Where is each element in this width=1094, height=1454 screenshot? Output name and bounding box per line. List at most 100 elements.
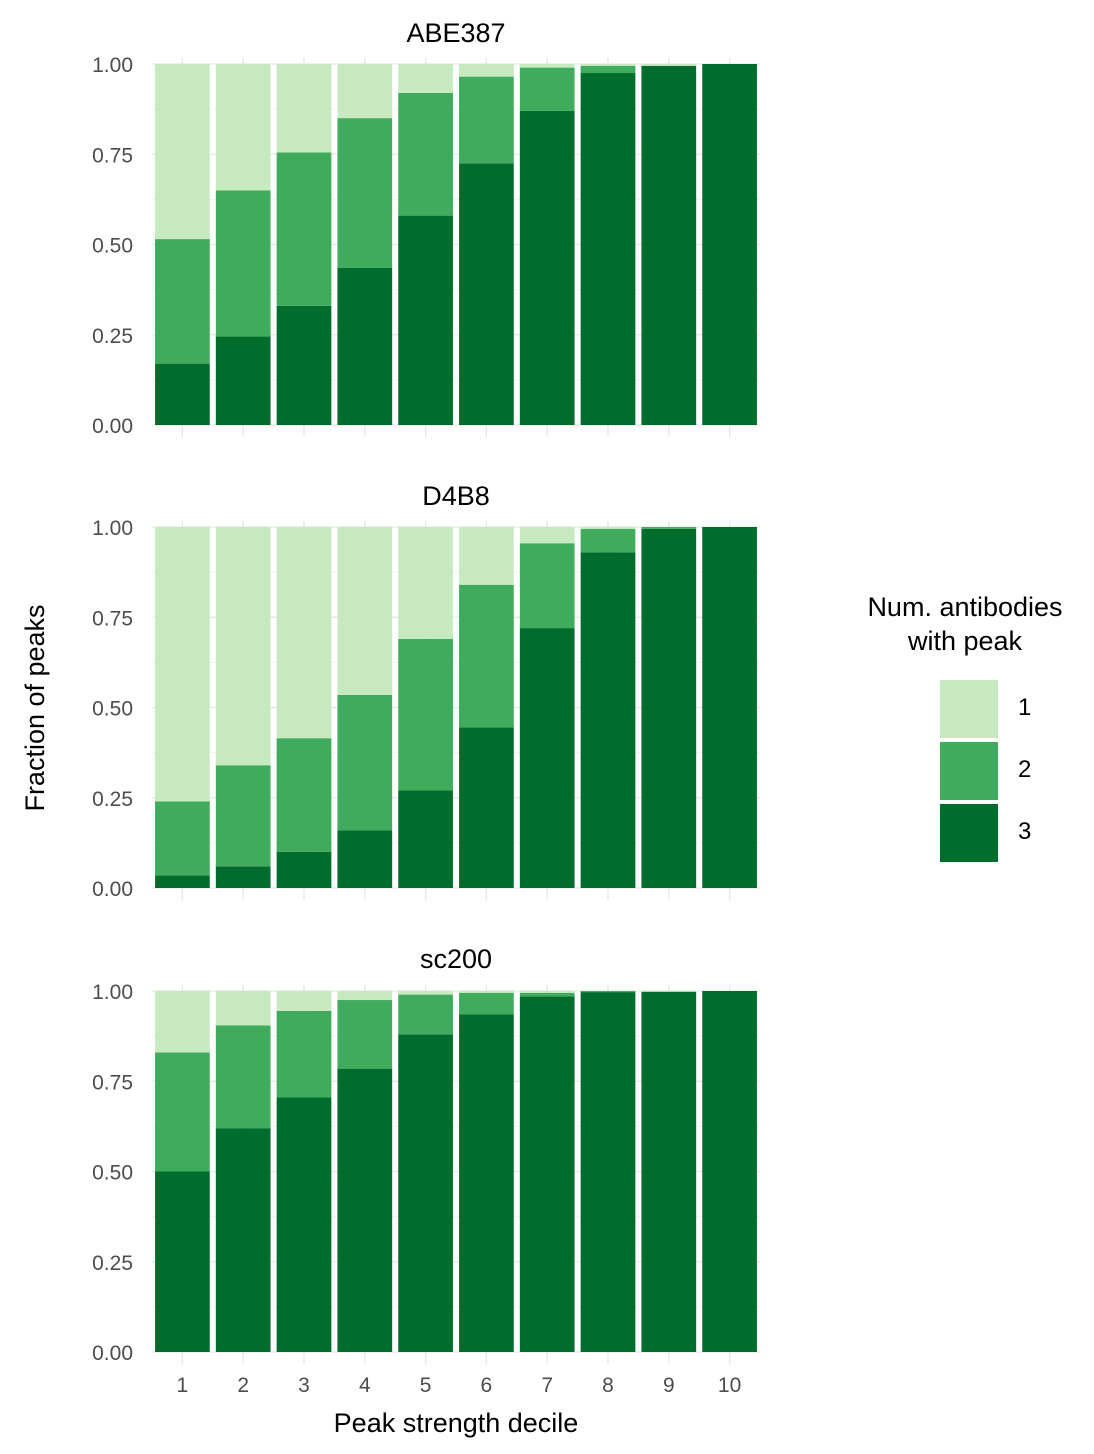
bar-segment [276, 1010, 332, 1098]
bar-segment [337, 1068, 393, 1352]
bar-segment [155, 527, 210, 802]
bar-segment [215, 527, 271, 766]
bar-segment [155, 239, 210, 364]
bar-segment [641, 527, 697, 529]
bar-segment [519, 996, 575, 1352]
bar-segment [398, 1034, 453, 1352]
bar-segment [459, 76, 514, 164]
bar-segment [155, 875, 210, 888]
bar-segment [337, 694, 393, 831]
bar-segment [580, 527, 636, 529]
y-tick-label: 0.00 [92, 1342, 133, 1365]
x-tick-label: 9 [663, 1374, 675, 1397]
bar-segment [459, 163, 514, 425]
legend-swatch-3 [940, 804, 998, 862]
x-tick-label: 8 [602, 1374, 614, 1397]
bar-segment [398, 527, 453, 639]
bar-segment [459, 992, 514, 1015]
bar-segment [215, 336, 271, 425]
bar-segment [519, 543, 575, 629]
x-tick-label: 7 [541, 1374, 553, 1397]
y-tick-label: 0.00 [92, 415, 133, 438]
bar-segment [580, 64, 636, 66]
bar-segment [580, 992, 636, 1352]
bar-segment [580, 65, 636, 74]
bar-segment [702, 64, 757, 425]
bar-segment [276, 305, 332, 425]
bar-segment [276, 64, 332, 153]
bar-segment [519, 527, 575, 544]
x-tick-label: 6 [481, 1374, 493, 1397]
bar-segment [276, 851, 332, 888]
x-tick-label: 5 [420, 1374, 432, 1397]
bar-segment [702, 991, 757, 1352]
bar-segment [459, 527, 514, 585]
legend-title-line-1: Num. antibodies [867, 592, 1063, 622]
bar-segment [155, 363, 210, 425]
bar-segment [519, 991, 575, 993]
y-axis-label: Fraction of peaks [20, 604, 50, 811]
bar-segment [337, 64, 393, 119]
y-tick-label: 1.00 [92, 517, 133, 540]
legend-title-line-2: with peak [907, 626, 1023, 656]
bar-segment [215, 1128, 271, 1352]
legend-label-1: 1 [1018, 694, 1032, 721]
bar-segment [519, 992, 575, 997]
legend-swatch-1 [940, 680, 998, 738]
y-tick-label: 0.75 [92, 607, 133, 630]
bar-segment [459, 64, 514, 77]
bar-segment [155, 64, 210, 240]
bar-segment [580, 73, 636, 426]
bar-segment [459, 584, 514, 728]
bar-segment [215, 866, 271, 888]
bar-segment [641, 65, 697, 426]
legend-label-2: 2 [1018, 756, 1032, 783]
x-tick-label: 1 [177, 1374, 189, 1397]
bar-segment [215, 190, 271, 337]
bar-segment [215, 991, 271, 1026]
bar-segment [398, 638, 453, 791]
bar-segment [276, 527, 332, 739]
bar-segment [398, 64, 453, 93]
x-tick-label: 4 [359, 1374, 371, 1397]
facet-title: sc200 [420, 944, 492, 974]
bar-segment [155, 1171, 210, 1352]
bar-segment [459, 1014, 514, 1352]
bar-segment [459, 727, 514, 888]
bar-segment [398, 215, 453, 425]
legend: Num. antibodies with peak 1 2 3 [840, 590, 1094, 862]
bar-segment [519, 110, 575, 426]
bar-segment [398, 790, 453, 888]
bar-segment [215, 1025, 271, 1129]
bar-segment [337, 527, 393, 695]
bar-segment [155, 1052, 210, 1172]
y-tick-label: 0.75 [92, 144, 133, 167]
legend-title: Num. antibodies with peak [840, 590, 1090, 658]
bar-segment [337, 118, 393, 268]
bar-segment [337, 991, 393, 1001]
y-tick-label: 0.50 [92, 1162, 133, 1185]
bar-segment [276, 991, 332, 1011]
bar-segment [641, 991, 697, 992]
bar-segment [641, 528, 697, 888]
bar-segment [519, 628, 575, 888]
bar-segment [398, 994, 453, 1035]
bar-segment [580, 528, 636, 553]
legend-item-3: 3 [940, 804, 1090, 864]
bar-segment [519, 67, 575, 111]
y-tick-label: 0.25 [92, 325, 133, 348]
bar-segment [580, 991, 636, 993]
bar-segment [398, 991, 453, 995]
bar-segment [459, 991, 514, 993]
bar-segment [519, 64, 575, 68]
x-tick-label: 10 [718, 1374, 741, 1397]
bar-segment [155, 801, 210, 876]
x-axis-label: Peak strength decile [334, 1408, 579, 1438]
bar-segment [276, 1097, 332, 1352]
bar-segment [276, 738, 332, 852]
y-tick-label: 0.50 [92, 235, 133, 258]
bar-segment [337, 1000, 393, 1069]
y-tick-label: 0.00 [92, 878, 133, 901]
bar-segment [155, 991, 210, 1053]
